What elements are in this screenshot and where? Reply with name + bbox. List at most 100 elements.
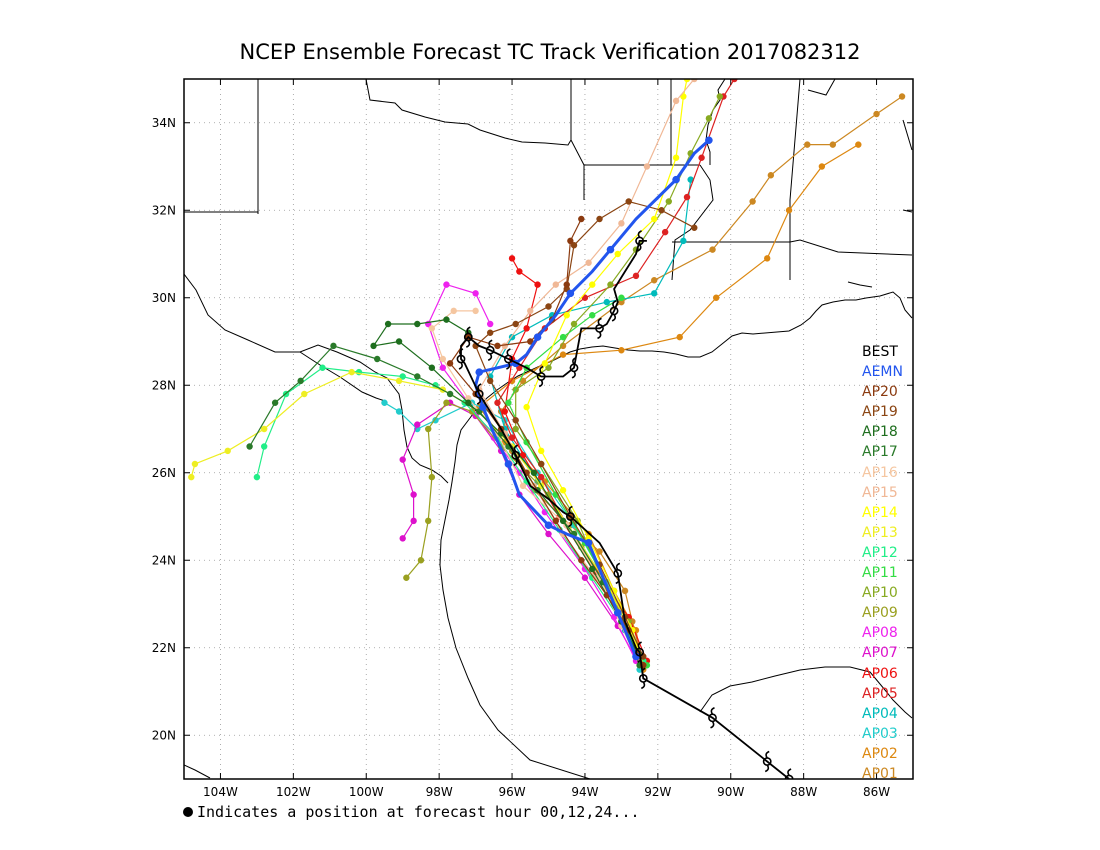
track-point-ap20 [552,517,559,525]
coastline-pacific [184,273,449,484]
legend-item-ap18: AP18 [862,424,898,441]
track-point-ap19 [512,320,519,328]
hurricane-symbol-icon [708,707,717,729]
plot-frame [183,78,914,780]
legend-item-ap02: AP02 [862,745,898,762]
track-point-ap03 [432,417,439,424]
legend-item-ap06: AP06 [862,665,898,682]
track-point-ap05 [632,272,640,280]
hurricane-symbol-icon [762,750,772,773]
hurricane-symbol-icon [595,317,604,340]
track-point-ap15 [643,163,651,170]
track-point-ap11 [559,333,567,341]
track-point-ap09 [403,574,410,581]
coastline-mexico-south [184,764,211,779]
track-point-ap14 [651,215,658,223]
track-point-ap02 [855,141,862,148]
track-point-ap14 [541,360,549,367]
x-tick-label: 98W [426,785,453,799]
state-lines [570,79,913,288]
track-point-ap16 [519,482,527,490]
x-tick-label: 104W [203,785,238,799]
track-point-ap19 [486,329,494,336]
track-ap02 [478,144,859,670]
track-ap17 [249,345,641,666]
hurricane-symbol-icon [613,562,623,585]
track-point-ap05 [661,228,669,236]
legend-item-ap13: AP13 [862,524,898,541]
legend-item-ap07: AP07 [862,645,898,662]
track-point-ap18 [559,517,567,525]
legend-item-ap15: AP15 [862,484,898,501]
track-point-ap01 [804,141,811,148]
track-point-ap04 [651,290,658,297]
track-point-ap17 [246,443,253,450]
x-tick-label: 88W [790,785,817,799]
track-point-ap02 [785,207,793,214]
track-point-ap07 [399,535,406,542]
track-point-ap16 [465,395,472,402]
track-point-aemn [566,289,575,298]
track-point-ap13 [224,447,231,455]
track-point-ap12 [399,373,406,380]
legend-item-ap09: AP09 [862,605,898,622]
track-point-ap13 [188,473,195,481]
legend-item-ap08: AP08 [862,625,898,642]
track-point-ap10 [705,115,713,122]
track-point-ap19 [658,207,665,214]
track-point-ap11 [505,399,512,406]
track-point-ap17 [271,399,279,406]
track-point-ap01 [559,342,567,350]
track-point-ap09 [428,473,436,481]
track-point-ap06 [523,325,530,332]
track-point-aemn [475,368,484,376]
track-point-ap20 [578,557,585,564]
y-tick-label: 22N [152,641,176,655]
track-point-ap01 [829,141,837,148]
track-point-ap13 [301,390,308,398]
track-point-ap08 [472,290,479,297]
track-point-ap07 [410,517,417,525]
track-point-ap01 [519,377,527,385]
track-point-ap14 [589,281,596,288]
track-point-ap01 [898,93,906,100]
track-point-ap14 [614,250,621,258]
track-ap18 [372,318,644,666]
track-point-ap03 [395,408,403,415]
track-point-ap18 [465,399,472,406]
track-point-ap01 [767,172,775,179]
track-point-ap14 [563,312,570,319]
track-point-ap15 [527,307,534,315]
track-point-ap12 [319,364,326,371]
track-point-ap20 [567,237,574,245]
track-point-ap06 [516,268,523,275]
track-point-ap19 [691,224,698,231]
track-point-ap16 [472,307,479,315]
coastline-mexico-texas [439,291,913,779]
track-point-ap18 [370,342,377,350]
track-point-ap18 [414,320,421,328]
track-point-ap11 [523,438,530,446]
track-point-aemn [613,608,622,617]
track-point-ap13 [395,377,403,385]
track-point-ap17 [414,373,421,380]
track-point-ap07 [399,456,406,463]
coastline-yucatan [699,666,913,719]
track-point-aemn [606,245,615,254]
track-point-ap05 [494,399,501,406]
track-point-ap18 [395,338,403,345]
track-point-ap10 [545,364,552,371]
track-point-ap07 [581,574,589,581]
track-point-aemn [672,175,680,184]
track-point-ap09 [468,408,476,415]
hurricane-symbol-icon [536,365,546,388]
track-point-aemn [584,538,593,547]
track-point-ap10 [512,425,519,433]
track-ap07 [402,402,641,666]
track-point-ap01 [651,277,658,284]
hurricane-symbol-icon [503,348,513,370]
track-point-ap19 [545,303,552,310]
legend-item-best: BEST [862,344,898,360]
track-point-ap05 [698,154,705,161]
track-point-ap01 [873,110,880,118]
